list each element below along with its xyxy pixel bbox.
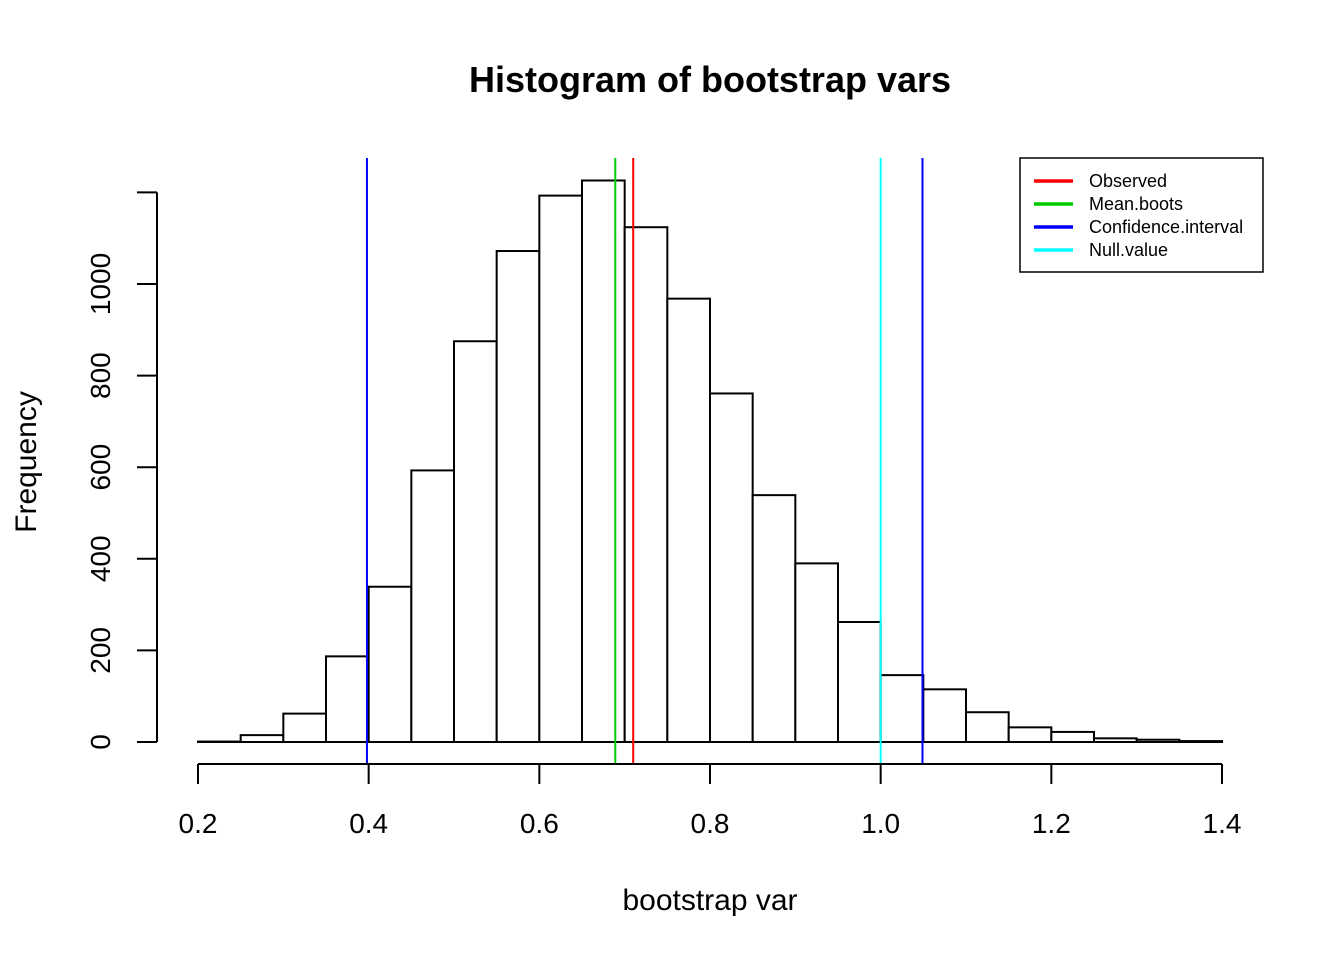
histogram-bar: [666, 297, 711, 743]
histogram-bar: [495, 250, 541, 744]
x-tick-label: 1.4: [1203, 808, 1242, 839]
x-axis: 0.2 0.4 0.6 0.8 1.0 1.2 1.4: [179, 763, 1242, 839]
histogram-bar: [1135, 738, 1181, 744]
histogram-bar: [794, 562, 839, 743]
y-tick-label: 1000: [85, 253, 116, 315]
chart-legend: Observed Mean.boots Confidence.interval Nul…: [1019, 157, 1264, 273]
x-tick-label: 0.6: [520, 808, 559, 839]
chart-title: Histogram of bootstrap vars: [469, 59, 951, 100]
x-tick-label: 1.2: [1032, 808, 1071, 839]
legend-label: Confidence.interval: [1089, 217, 1243, 237]
y-axis: 0 200 400 600 800 1000: [85, 191, 158, 750]
histogram-bar: [325, 655, 370, 743]
y-tick-label: 800: [85, 352, 116, 399]
histogram-bars: [197, 179, 1224, 744]
y-axis-label: Frequency: [10, 391, 43, 533]
legend-label: Observed: [1089, 171, 1167, 191]
histogram-bar: [581, 179, 626, 743]
histogram-bar: [1050, 730, 1096, 744]
histogram-bar: [1178, 740, 1224, 743]
legend-box: [1019, 157, 1264, 273]
histogram-bar: [282, 712, 328, 744]
y-tick-label: 400: [85, 535, 116, 582]
y-tick-label: 0: [85, 734, 116, 750]
reference-lines: [365, 158, 924, 764]
y-tick-label: 200: [85, 627, 116, 674]
histogram-bar: [879, 674, 925, 744]
histogram-bar: [837, 621, 882, 744]
histogram-bar: [922, 688, 967, 744]
histogram-bar: [538, 194, 583, 743]
histogram-bar: [1093, 737, 1138, 743]
x-tick-label: 0.4: [349, 808, 388, 839]
histogram-bar: [965, 711, 1010, 743]
x-tick-label: 0.8: [691, 808, 730, 839]
histogram-bar: [367, 585, 413, 743]
legend-label: Mean.boots: [1089, 194, 1183, 214]
histogram-bar: [623, 226, 669, 743]
legend-label: Null.value: [1089, 240, 1168, 260]
x-tick-label: 1.0: [861, 808, 900, 839]
histogram-bar: [751, 494, 797, 743]
x-axis-label: bootstrap var: [622, 884, 797, 917]
histogram-bar: [709, 392, 754, 743]
y-tick-label: 600: [85, 444, 116, 491]
x-tick-label: 0.2: [179, 808, 218, 839]
histogram-bar: [1007, 726, 1053, 743]
histogram-bar: [453, 340, 498, 743]
histogram-bar: [239, 734, 285, 744]
histogram-bar: [410, 469, 456, 743]
